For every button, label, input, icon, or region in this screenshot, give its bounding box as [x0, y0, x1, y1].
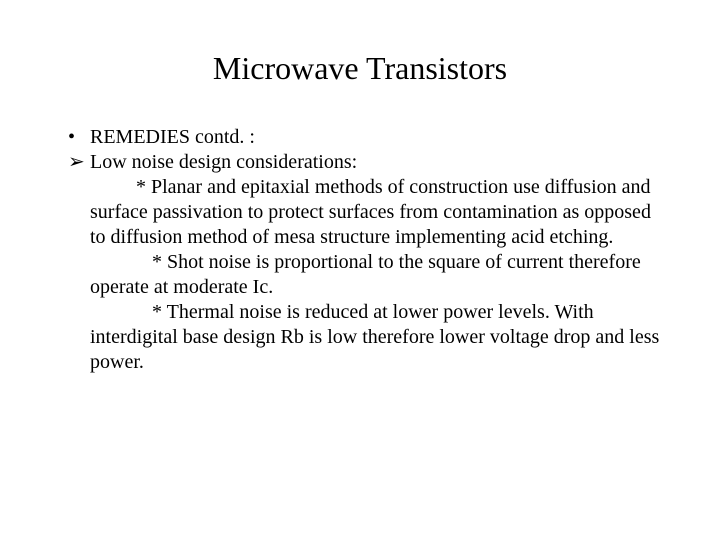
bullet-dot-icon: •	[68, 125, 90, 150]
arrow-bullet-icon: ➢	[68, 150, 90, 175]
bullet-low-noise: ➢ Low noise design considerations:	[68, 150, 660, 175]
slide-title: Microwave Transistors	[60, 50, 660, 87]
point-planar: * Planar and epitaxial methods of constr…	[90, 175, 660, 250]
bullet-remedies: • REMEDIES contd. :	[68, 125, 660, 150]
point-shot-noise: * Shot noise is proportional to the squa…	[90, 250, 660, 300]
bullet-remedies-text: REMEDIES contd. :	[90, 125, 255, 150]
slide: Microwave Transistors • REMEDIES contd. …	[0, 0, 720, 540]
sub-points: * Planar and epitaxial methods of constr…	[90, 175, 660, 375]
bullet-low-noise-text: Low noise design considerations:	[90, 150, 357, 175]
point-thermal-noise: * Thermal noise is reduced at lower powe…	[90, 300, 660, 375]
slide-body: • REMEDIES contd. : ➢ Low noise design c…	[60, 125, 660, 375]
